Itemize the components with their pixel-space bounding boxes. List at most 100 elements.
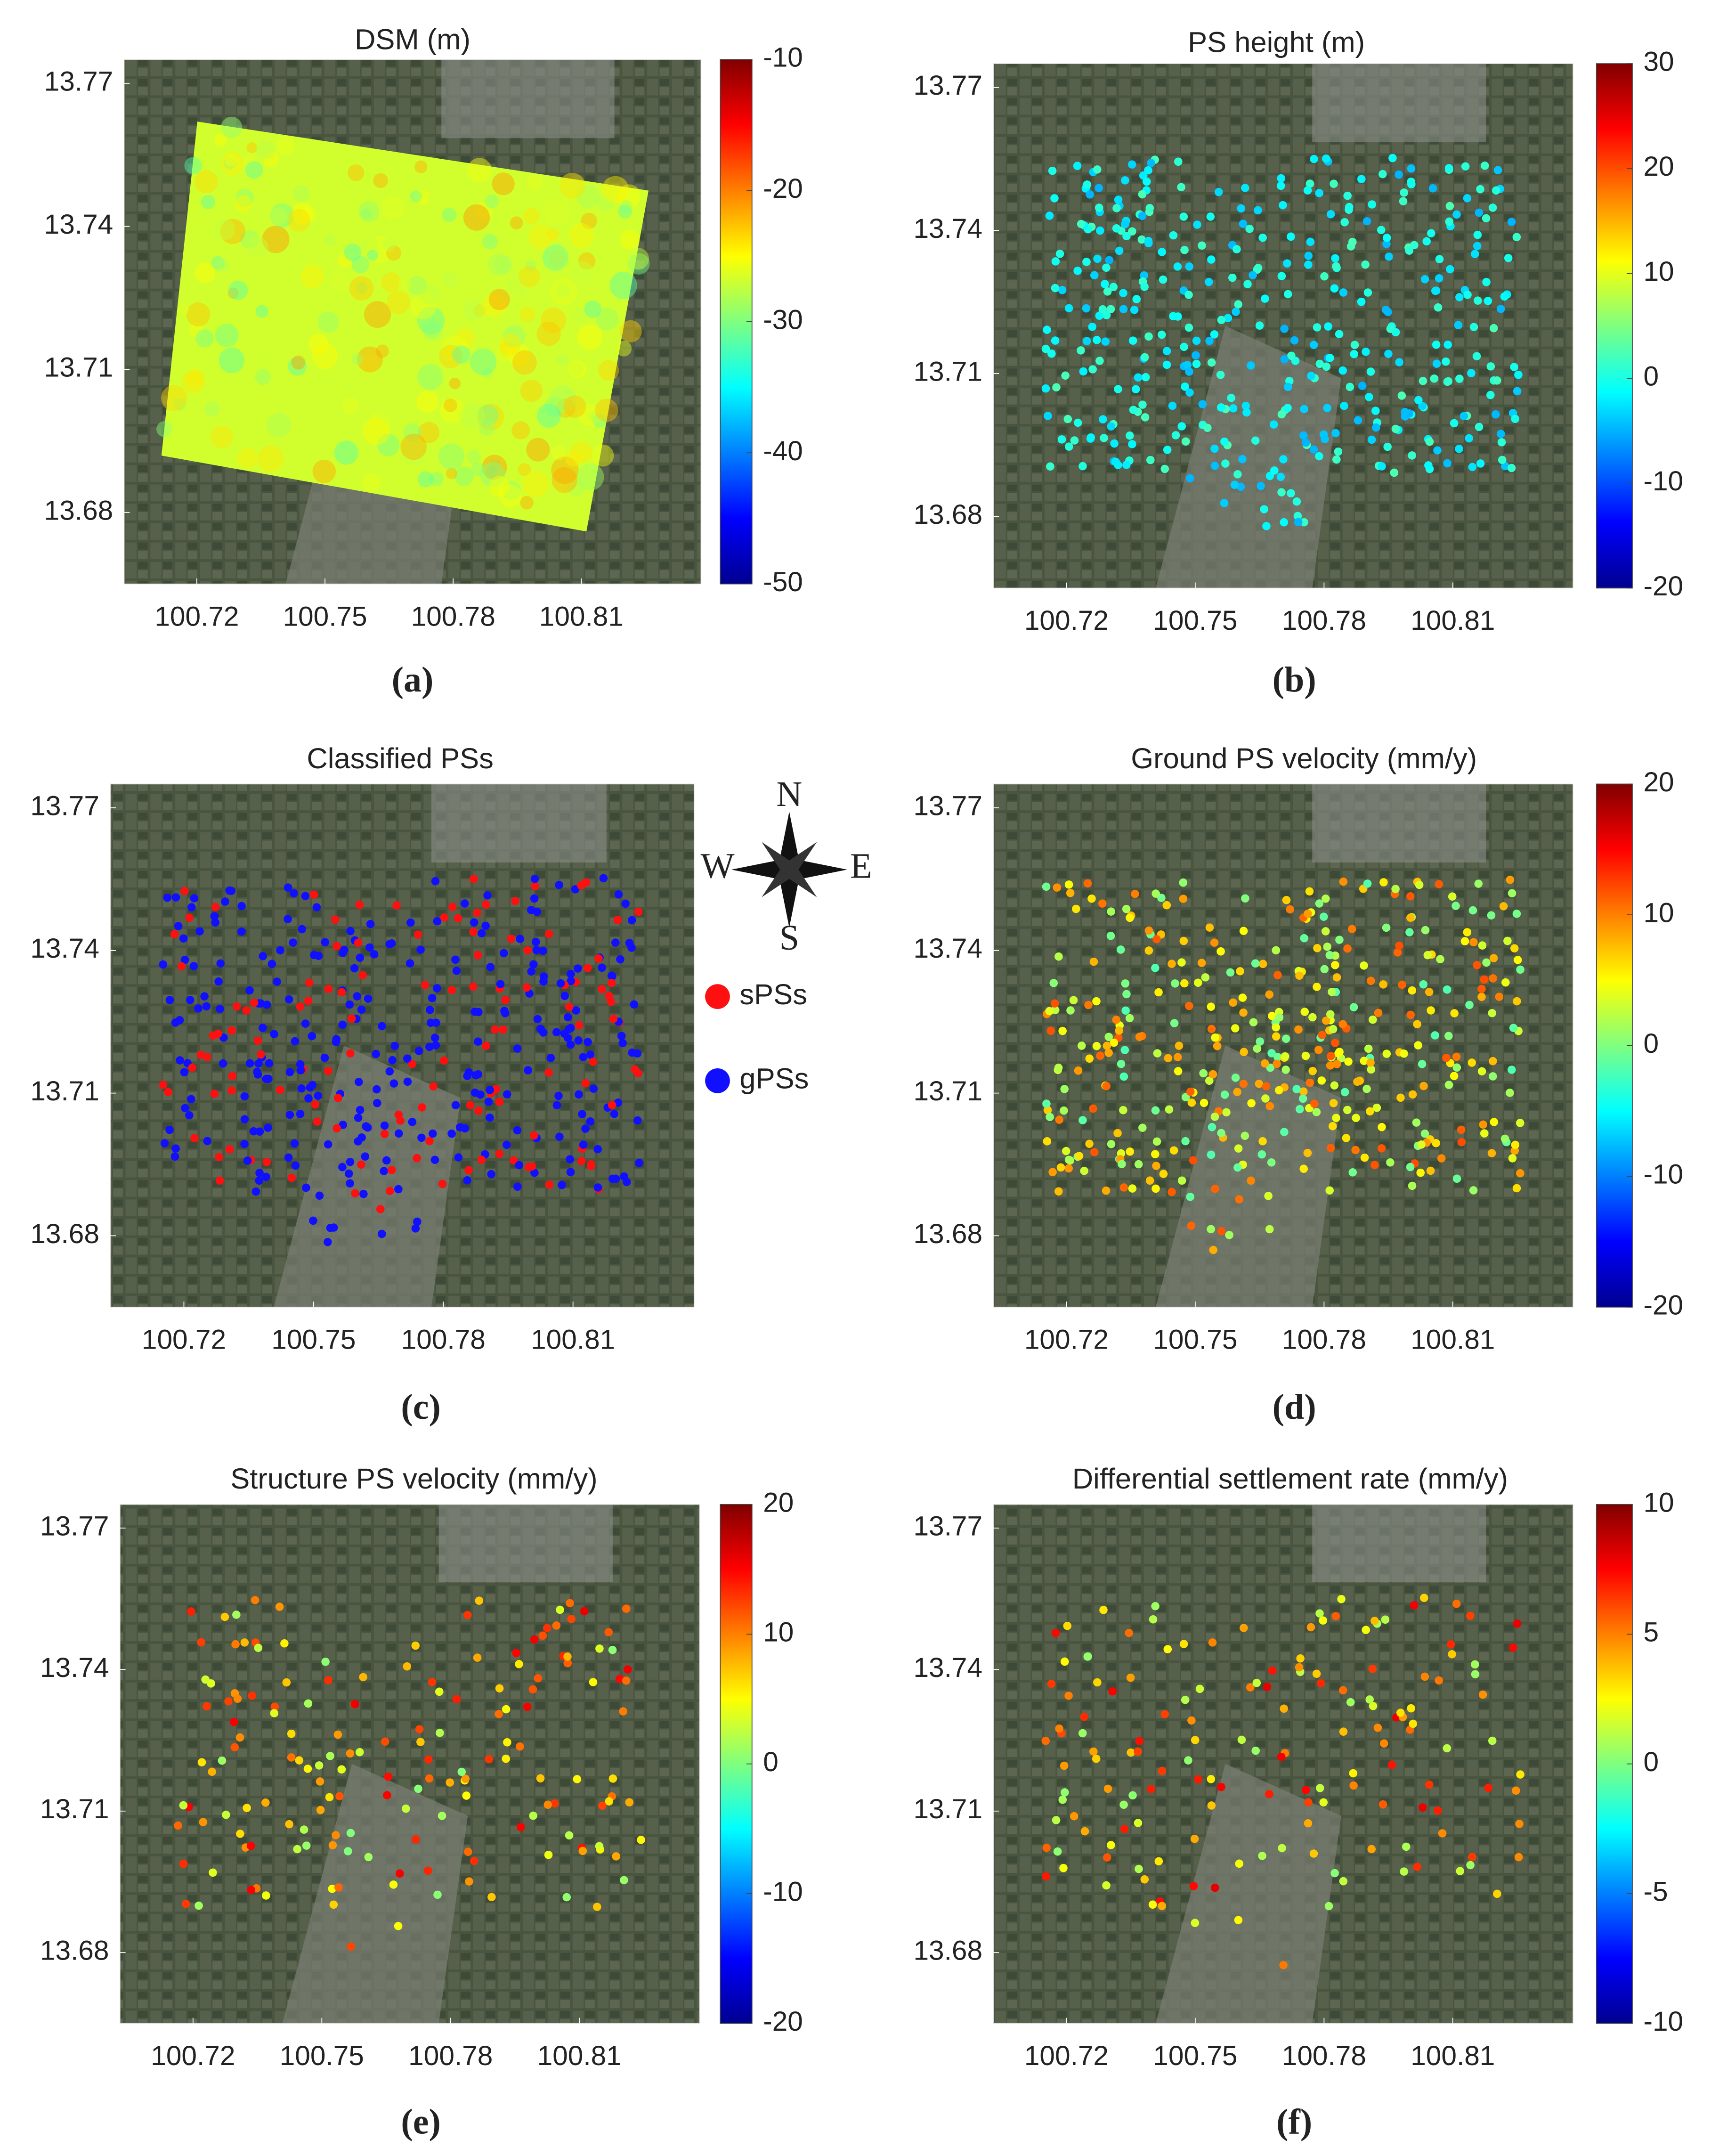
- decor-point: [635, 1158, 643, 1167]
- decor-point: [1210, 1883, 1219, 1892]
- decor-point: [396, 1116, 405, 1125]
- decor-point: [1487, 1149, 1496, 1157]
- decor-point: [246, 1841, 255, 1850]
- decor-point: [1330, 179, 1338, 188]
- decor-point: [220, 1612, 229, 1621]
- dsm-texture: [482, 234, 498, 250]
- decor-point: [1362, 1626, 1370, 1635]
- decor-point: [1064, 1692, 1073, 1700]
- decor-point: [347, 1014, 356, 1023]
- panel-title: Classified PSs: [307, 742, 494, 775]
- decor-point: [579, 1140, 588, 1149]
- colorbar-tick-label: 10: [763, 1617, 794, 1648]
- decor-point: [1060, 1106, 1068, 1115]
- decor-point: [531, 882, 539, 890]
- decor-point: [522, 983, 531, 992]
- decor-point: [1328, 1122, 1337, 1131]
- decor-point: [1280, 355, 1289, 364]
- decor-point: [538, 1631, 547, 1640]
- decor-point: [1513, 997, 1521, 1006]
- dsm-texture: [571, 441, 593, 463]
- decor-point: [1241, 1131, 1249, 1140]
- decor-point: [475, 1596, 484, 1605]
- x-tick-label: 100.75: [271, 1325, 356, 1355]
- decor-point: [1116, 945, 1125, 954]
- decor-point: [1486, 391, 1495, 399]
- dsm-texture: [466, 449, 481, 464]
- decor-point: [1168, 1188, 1176, 1196]
- decor-point: [1106, 305, 1115, 314]
- decor-point: [1377, 226, 1386, 234]
- decor-point: [1187, 1221, 1196, 1230]
- decor-point: [232, 1611, 241, 1619]
- decor-point: [1127, 160, 1136, 169]
- decor-point: [1220, 437, 1229, 446]
- decor-point: [1281, 1034, 1290, 1043]
- decor-point: [1144, 166, 1152, 175]
- decor-point: [180, 955, 189, 964]
- decor-point: [503, 1140, 511, 1149]
- decor-point: [302, 1841, 311, 1850]
- decor-point: [614, 890, 623, 899]
- decor-point: [1339, 288, 1348, 297]
- decor-point: [469, 874, 478, 883]
- dsm-texture: [519, 266, 540, 287]
- decor-point: [589, 1084, 598, 1093]
- decor-point: [394, 1922, 403, 1930]
- dsm-texture: [577, 464, 604, 491]
- decor-point: [1247, 1099, 1256, 1107]
- decor-point: [1492, 376, 1501, 385]
- decor-point: [1193, 220, 1201, 229]
- decor-point: [240, 1638, 249, 1647]
- decor-point: [1135, 1033, 1144, 1041]
- decor-point: [243, 1804, 251, 1812]
- decor-point: [323, 1237, 332, 1246]
- decor-point: [1239, 1008, 1248, 1017]
- decor-point: [337, 1765, 346, 1774]
- decor-point: [1134, 373, 1143, 382]
- decor-point: [293, 1845, 302, 1854]
- decor-point: [1512, 1786, 1520, 1795]
- decor-point: [1500, 292, 1509, 301]
- decor-point: [1424, 461, 1433, 470]
- decor-point: [394, 1185, 403, 1194]
- decor-point: [1410, 241, 1419, 250]
- decor-point: [562, 1893, 571, 1902]
- decor-point: [1500, 1134, 1509, 1143]
- decor-point: [200, 992, 209, 1001]
- decor-point: [255, 1176, 264, 1185]
- decor-point: [551, 1799, 559, 1808]
- decor-point: [1180, 245, 1189, 254]
- dsm-texture: [474, 202, 494, 221]
- x-tick-label: 100.78: [401, 1325, 486, 1355]
- decor-point: [1379, 1739, 1388, 1748]
- map-frame: [123, 59, 702, 585]
- decor-point: [595, 1842, 604, 1851]
- decor-point: [305, 978, 314, 987]
- decor-point: [372, 1085, 381, 1094]
- decor-point: [463, 1176, 471, 1185]
- decor-point: [1493, 1889, 1501, 1898]
- decor-point: [1314, 1046, 1323, 1054]
- decor-point: [495, 1149, 504, 1158]
- decor-point: [1082, 304, 1091, 313]
- dsm-texture: [364, 301, 391, 328]
- decor-point: [1103, 1853, 1111, 1862]
- decor-point: [214, 1029, 222, 1038]
- decor-point: [197, 1758, 206, 1766]
- decor-point: [1162, 347, 1171, 356]
- map-frame: [993, 1504, 1573, 2024]
- decor-point: [1252, 1678, 1261, 1687]
- decor-point: [499, 1025, 508, 1034]
- decor-point: [1121, 979, 1130, 988]
- decor-point: [296, 1110, 305, 1118]
- dsm-texture: [288, 357, 307, 376]
- decor-point: [1420, 1672, 1429, 1681]
- decor-point: [1181, 1695, 1190, 1704]
- decor-point: [1180, 342, 1188, 351]
- decor-point: [1358, 382, 1367, 390]
- decor-point: [1268, 1666, 1277, 1675]
- decor-point: [380, 1121, 389, 1130]
- decor-point: [619, 1707, 627, 1716]
